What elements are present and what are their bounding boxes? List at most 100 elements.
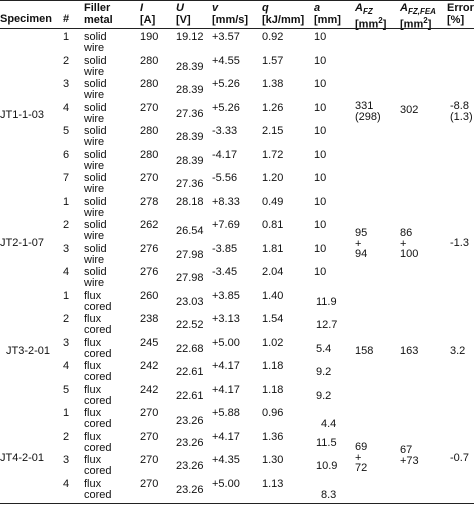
filler-metal: solid wire	[84, 78, 107, 101]
header-throat-unit: [mm]	[314, 14, 341, 26]
group-4-afzfea: 67 +73	[400, 444, 419, 467]
weld-number: 2	[63, 219, 70, 231]
voltage-value: 26.54	[176, 225, 204, 237]
current-value: 280	[140, 125, 159, 137]
throat-value: 9.2	[316, 390, 332, 402]
speed-value: +4.17	[212, 384, 240, 396]
weld-number: 1	[63, 31, 70, 43]
speed-value: -3.85	[212, 243, 238, 255]
voltage-value: 19.12	[176, 31, 204, 43]
filler-metal: solid wire	[84, 31, 107, 54]
speed-value: +5.26	[212, 102, 240, 114]
filler-metal: solid wire	[84, 196, 107, 219]
weld-number: 3	[63, 454, 70, 466]
speed-value: +3.85	[212, 290, 240, 302]
weld-number: 3	[63, 78, 70, 90]
heat-input-value: 2.04	[262, 266, 284, 278]
filler-metal: solid wire	[84, 149, 107, 172]
current-value: 270	[140, 172, 159, 184]
header-speed-unit: [mm/s]	[212, 14, 249, 26]
weld-number: 2	[63, 431, 70, 443]
heat-input-value: 1.57	[262, 55, 284, 67]
speed-value: +4.55	[212, 55, 240, 67]
weld-number: 6	[63, 149, 70, 161]
weld-number: 7	[63, 172, 70, 184]
header-afzfea-unit: [mm2]	[400, 16, 432, 31]
filler-metal: flux cored	[84, 313, 112, 336]
weld-number: 2	[63, 55, 70, 67]
throat-value: 9.2	[316, 366, 332, 378]
filler-metal: flux cored	[84, 478, 112, 501]
speed-value: -3.45	[212, 266, 238, 278]
filler-metal: solid wire	[84, 125, 107, 148]
weld-number: 2	[63, 313, 70, 325]
header-current-unit: [A]	[140, 14, 156, 26]
voltage-value: 28.39	[176, 155, 204, 167]
current-value: 242	[140, 384, 159, 396]
voltage-value: 27.36	[176, 108, 204, 120]
heat-input-value: 0.49	[262, 196, 284, 208]
throat-value: 10	[314, 266, 327, 278]
filler-metal: solid wire	[84, 102, 107, 125]
speed-value: +3.13	[212, 313, 240, 325]
voltage-value: 28.39	[176, 131, 204, 143]
current-value: 278	[140, 196, 159, 208]
weld-number: 5	[63, 384, 70, 396]
filler-metal: flux cored	[84, 290, 112, 313]
voltage-value: 28.39	[176, 61, 204, 73]
filler-metal: flux cored	[84, 337, 112, 360]
speed-value: +7.69	[212, 219, 240, 231]
current-value: 270	[140, 431, 159, 443]
weld-number: 3	[63, 243, 70, 255]
header-throat-symbol: a	[314, 2, 321, 14]
current-value: 270	[140, 478, 159, 490]
voltage-value: 23.26	[176, 460, 204, 472]
header-heat-symbol: q	[262, 2, 269, 14]
current-value: 270	[140, 454, 159, 466]
current-value: 190	[140, 31, 159, 43]
heat-input-value: 1.02	[262, 337, 284, 349]
header-specimen: Specimen	[0, 13, 52, 25]
throat-value: 10	[314, 102, 327, 114]
speed-value: +5.00	[212, 478, 240, 490]
heat-input-value: 0.81	[262, 219, 284, 231]
weld-number: 4	[63, 102, 70, 114]
voltage-value: 27.98	[176, 249, 204, 261]
current-value: 276	[140, 243, 159, 255]
heat-input-value: 1.54	[262, 313, 284, 325]
heat-input-value: 1.30	[262, 454, 284, 466]
current-value: 260	[140, 290, 159, 302]
group-2-afzfea: 86 +100	[400, 227, 419, 260]
header-filler-1: Filler	[84, 2, 111, 14]
throat-value: 10	[314, 149, 327, 161]
current-value: 262	[140, 219, 159, 231]
voltage-value: 28.39	[176, 84, 204, 96]
current-value: 280	[140, 55, 159, 67]
voltage-value: 23.26	[176, 484, 204, 496]
filler-metal: solid wire	[84, 55, 107, 78]
header-number: #	[63, 13, 70, 25]
throat-value: 5.4	[316, 343, 332, 355]
speed-value: +8.33	[212, 196, 240, 208]
speed-value: +4.35	[212, 454, 240, 466]
weld-number: 3	[63, 337, 70, 349]
group-3-afzfea: 163	[400, 345, 419, 357]
speed-value: +5.00	[212, 337, 240, 349]
voltage-value: 27.36	[176, 178, 204, 190]
header-afz-unit: [mm2]	[355, 16, 387, 31]
speed-value: +5.26	[212, 78, 240, 90]
header-throat-bar: ˉ	[314, 0, 317, 8]
weld-number: 1	[63, 290, 70, 302]
header-current-symbol: I	[140, 2, 144, 14]
bottom-rule	[0, 503, 474, 504]
current-value: 270	[140, 407, 159, 419]
filler-metal: flux cored	[84, 431, 112, 454]
current-value: 276	[140, 266, 159, 278]
throat-value: 10	[314, 31, 327, 43]
filler-metal: solid wire	[84, 243, 107, 266]
current-value: 280	[140, 149, 159, 161]
throat-value: 10	[314, 78, 327, 90]
filler-metal: solid wire	[84, 266, 107, 289]
weld-number: 4	[63, 266, 70, 278]
